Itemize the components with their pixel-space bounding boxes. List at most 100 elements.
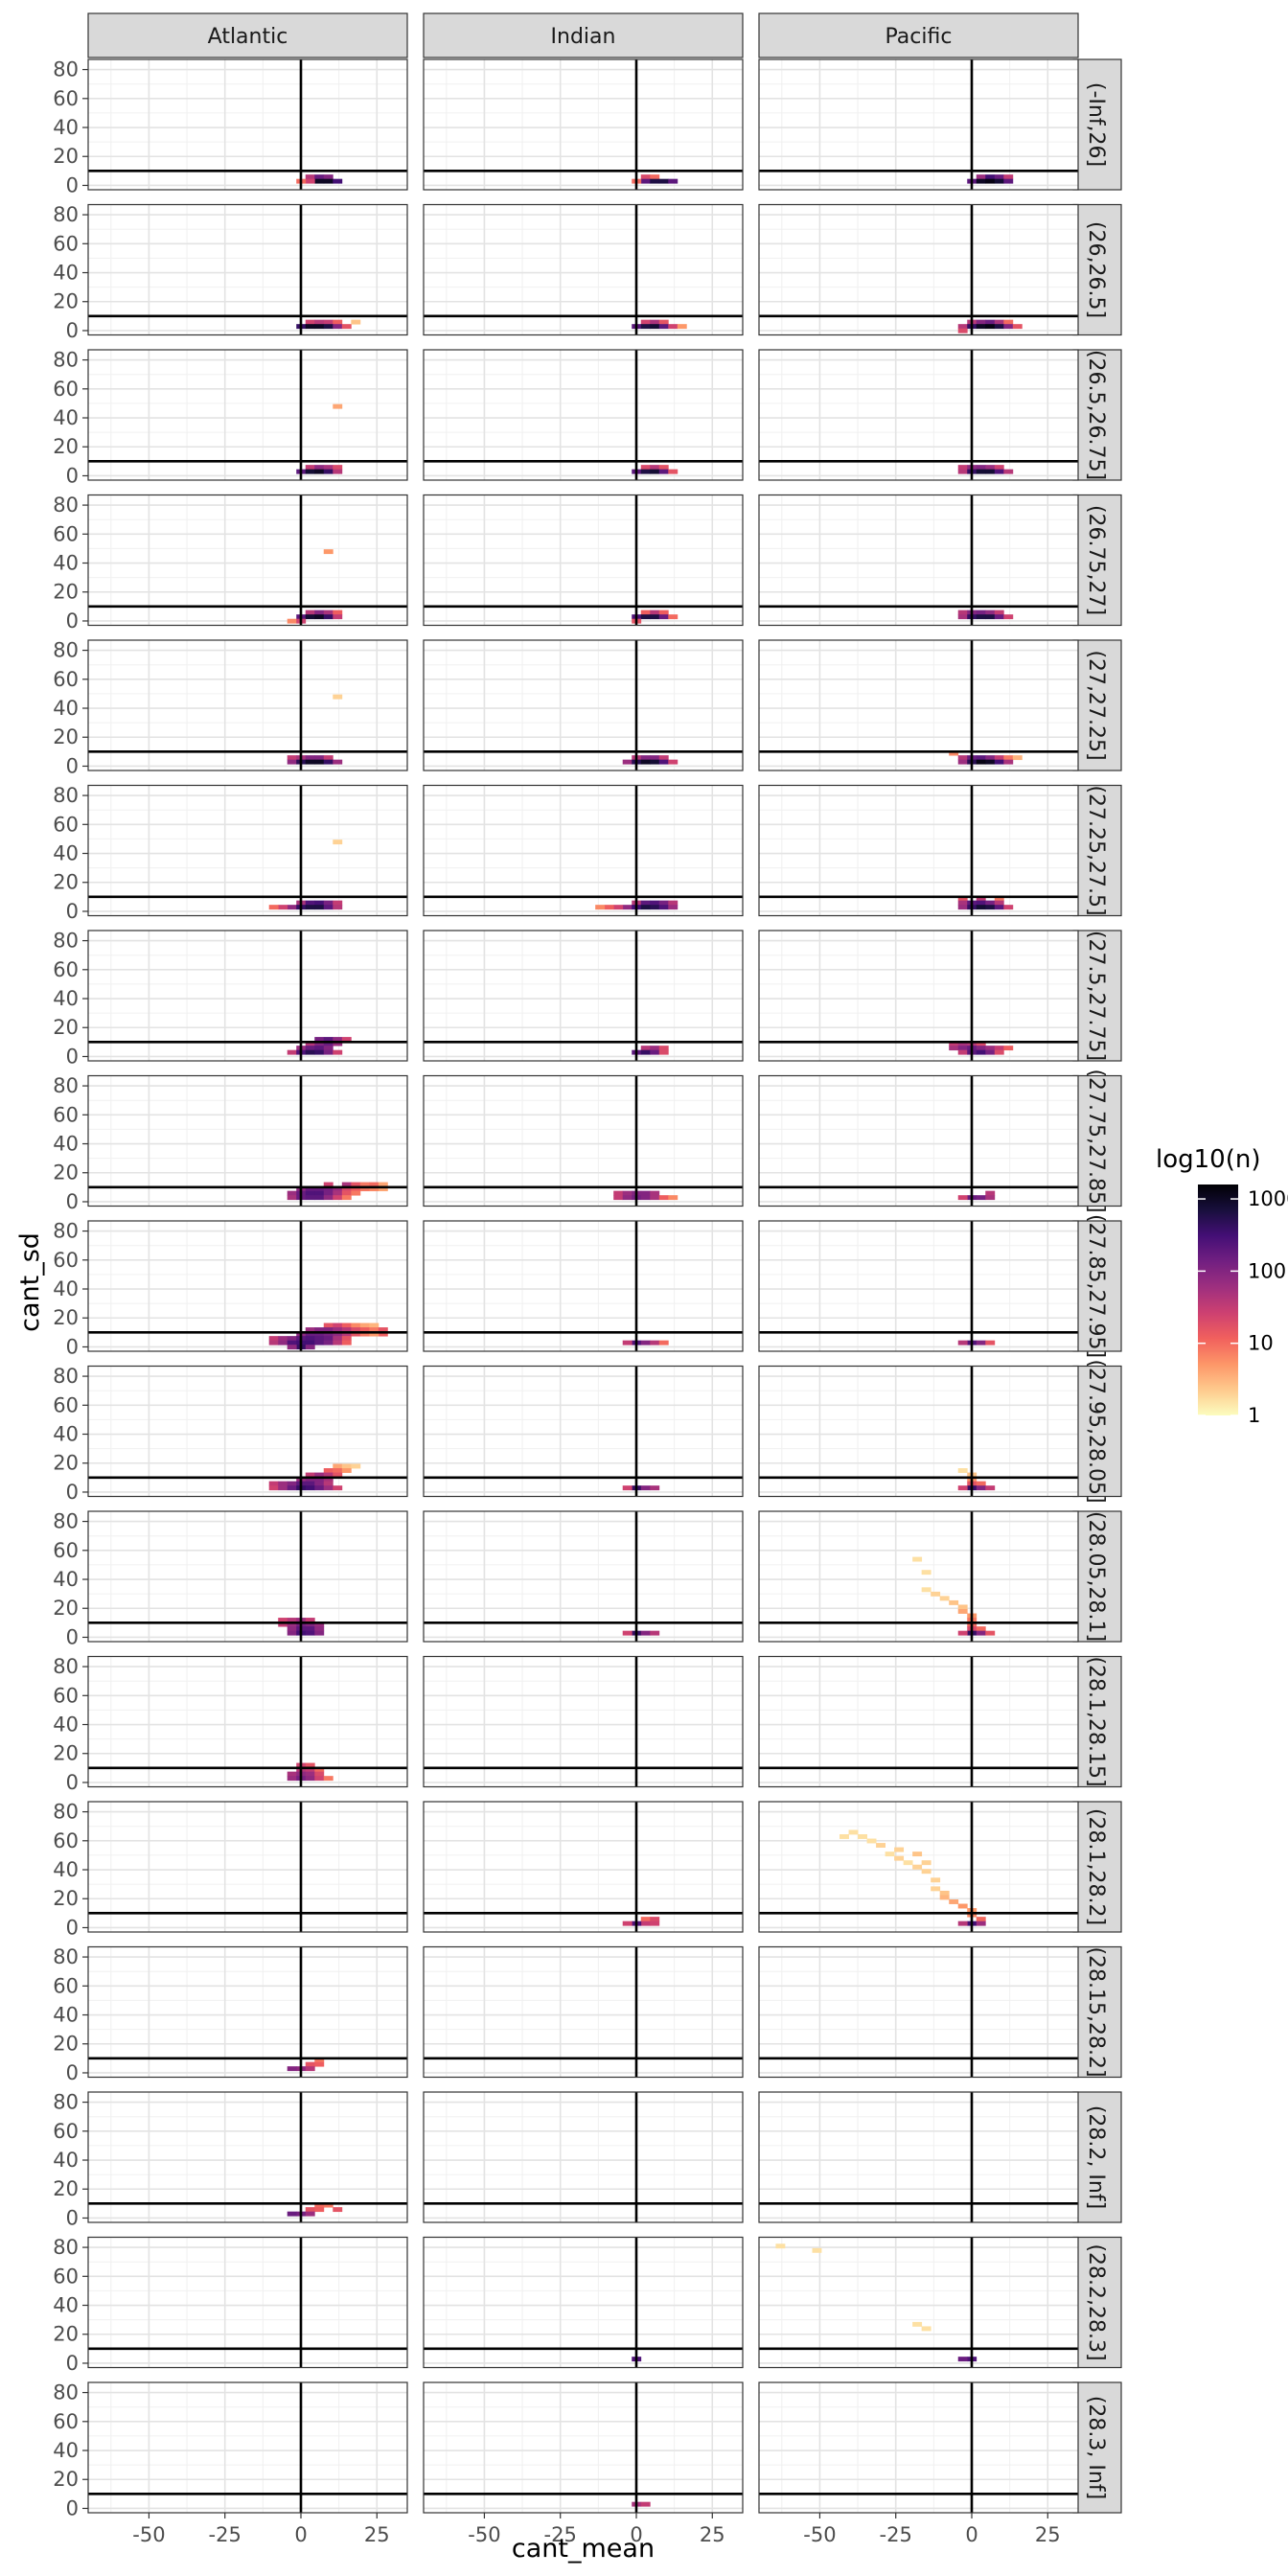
y-tick-label: 0 [66,610,79,632]
heatmap-bin [976,759,986,765]
panel-border [423,1365,744,1498]
heatmap-bin [668,178,678,184]
heatmap-bin [268,1336,279,1342]
heatmap-bin [640,755,651,761]
facet-strip-column-label: Atlantic [208,25,288,49]
heatmap-bin [640,1046,651,1051]
y-tick-label: 20 [53,871,79,894]
y-tick-label: 40 [53,1133,79,1156]
heatmap-bin [976,905,986,910]
y-tick-label: 60 [53,958,79,981]
heatmap-bin [314,1336,325,1342]
heatmap-bin [957,610,968,615]
heatmap-bin [305,614,315,620]
heatmap-bin [333,1041,343,1046]
facet-panel [758,1801,1079,1933]
y-tick-label: 60 [53,668,79,691]
heatmap-bin [333,1322,343,1328]
facet-panel [87,58,408,191]
heatmap-bin [314,465,325,471]
heatmap-bin [658,614,669,620]
heatmap-bin [333,1485,343,1491]
heatmap-bin [622,759,632,765]
heatmap-bin [333,324,343,330]
facet-strip-row-label: (28.15,28.2] [1084,1946,1108,2077]
facet-panel [758,1945,1079,2079]
legend: log10(n) 1 10 100 1000 [1156,1145,1288,1427]
heatmap-bin [359,1182,370,1187]
y-tick-label: 80 [53,1801,79,1824]
heatmap-bin [323,759,334,765]
heatmap-bin [323,1468,334,1473]
y-tick-label: 0 [66,2352,79,2375]
facet-panel [423,1801,744,1933]
panel-background [759,59,1078,190]
heatmap-bin [957,1046,968,1051]
x-tick-label: -25 [880,2523,912,2546]
heatmap-bin [994,174,1004,180]
x-tick-label: -50 [132,2523,165,2546]
heatmap-bin [305,2066,315,2072]
heatmap-bin [1003,614,1014,620]
heatmap-bin [314,755,325,761]
heatmap-bin [613,905,624,910]
facet-panel [87,1655,408,1788]
heatmap-bin [314,1481,325,1486]
heatmap-bin [305,2061,315,2067]
heatmap-bin [957,328,968,334]
heatmap-bin [976,319,986,325]
heatmap-bin [668,900,678,906]
heatmap-bin [650,469,660,474]
heatmap-bin [287,1630,297,1636]
heatmap-bin [314,1340,325,1346]
heatmap-bin [658,610,669,615]
heatmap-bin [921,1587,932,1593]
heatmap-bin [323,1327,334,1332]
heatmap-bin [976,1917,986,1922]
facet-strip-row [1072,1510,1122,1643]
panel-border [758,2091,1079,2223]
panel-border [758,2381,1079,2514]
heatmap-bin [640,469,651,474]
y-tick-label: 0 [66,1335,79,1358]
facet-strip-row-label: (28.05,28.1] [1084,1511,1108,1642]
panel-background [424,1946,743,2078]
panel-background [88,931,407,1061]
heatmap-bin [268,1481,279,1486]
facet-panel [423,58,744,191]
y-axis-title: cant_sd [15,1232,45,1332]
heatmap-bin [341,1327,352,1332]
heatmap-bin [994,896,1004,902]
facet-panel [87,784,408,917]
panel-background [759,1656,1078,1787]
heatmap-bin [1003,759,1014,765]
heatmap-bin [351,319,361,325]
heatmap-bin [323,178,334,184]
facet-panel [423,784,744,917]
heatmap-bin [640,1917,651,1922]
panel-border [758,1801,1079,1933]
panel-border [87,1365,408,1498]
heatmap-bin [957,896,968,902]
y-tick-label: 0 [66,1481,79,1504]
heatmap-bin [957,1049,968,1055]
y-tick-label: 0 [66,1625,79,1648]
facet-strip-column-label: Pacific [886,25,953,49]
panel-border [423,494,744,627]
heatmap-bin [305,1345,315,1350]
x-tick-label: 0 [965,2523,978,2546]
heatmap-bin [1003,469,1014,474]
panel-background [88,1511,407,1642]
heatmap-bin [278,1622,288,1627]
heatmap-bin [650,755,660,761]
heatmap-bin [658,759,669,765]
heatmap-bin [976,900,986,906]
y-tick-label: 20 [53,2323,79,2346]
heatmap-bin [994,614,1004,620]
heatmap-bin [650,759,660,765]
heatmap-bin [314,1622,325,1627]
y-tick-label: 80 [53,639,79,662]
heatmap-bin [640,759,651,765]
panel-border [758,1074,1079,1208]
